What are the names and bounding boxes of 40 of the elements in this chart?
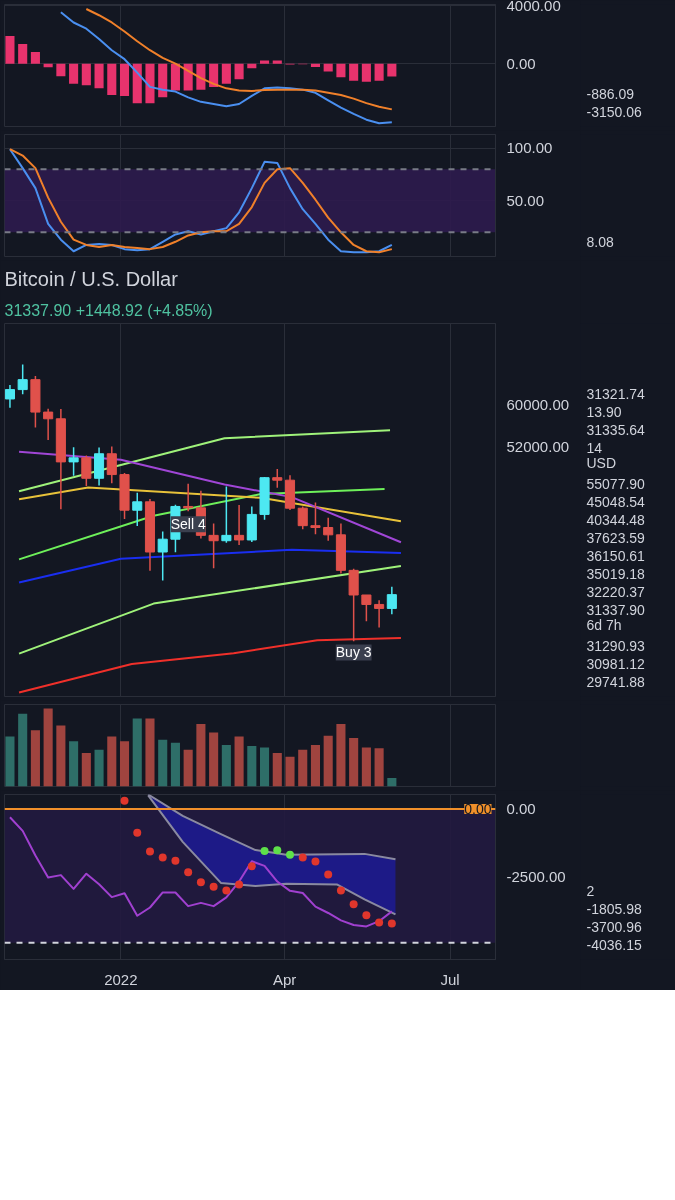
y-tick-label: 52000.00	[506, 437, 570, 455]
text: 32220.37	[586, 583, 646, 600]
text: 40344.48	[586, 511, 646, 528]
chart-title: Bitcoin / U.S. Dollar	[4, 267, 179, 290]
chart-subtitle: 31337.90 +1448.92 (+4.85%)	[4, 301, 213, 319]
annotation: Buy 3	[335, 644, 372, 661]
text: 8.08	[586, 233, 614, 250]
y-tick-label: 50.00	[506, 191, 545, 209]
text: -1805.98	[586, 900, 642, 917]
text: 30981.12	[586, 655, 646, 672]
text: 29741.88	[586, 673, 646, 690]
text: 35019.18	[586, 565, 646, 582]
text: 14	[586, 439, 603, 456]
text: 13.90	[586, 403, 622, 420]
text: 31321.74	[586, 385, 646, 402]
text: 6d 7h	[586, 616, 622, 633]
x-tick-label: Jul	[440, 970, 460, 988]
text: 31337.90	[586, 601, 646, 618]
text: 2	[586, 882, 595, 899]
text: 55077.90	[586, 475, 646, 492]
text: 36150.61	[586, 547, 646, 564]
text: -886.09	[586, 85, 635, 102]
text: USD	[586, 454, 617, 471]
y-tick-label: 100.00	[506, 139, 553, 157]
y-tick-label: 0.00	[506, 800, 536, 817]
y-tick-label: 4000.00	[506, 0, 561, 14]
text: -3150.06	[586, 103, 642, 120]
x-tick-label: 2022	[104, 970, 138, 988]
text: 31290.93	[586, 637, 646, 654]
text: -4036.15	[586, 936, 642, 953]
text: 31335.64	[586, 421, 646, 438]
annotation: Sell 4	[170, 516, 206, 533]
text: 45048.54	[586, 493, 646, 510]
x-tick-label: Apr	[272, 970, 297, 988]
y-tick-label: 0.00	[506, 54, 536, 72]
text: -3700.96	[586, 918, 642, 935]
ref-line-label: 0.00	[464, 801, 492, 817]
y-tick-label: 60000.00	[506, 396, 570, 414]
y-tick-label: -2500.00	[506, 868, 566, 886]
text: 37623.59	[586, 529, 646, 546]
